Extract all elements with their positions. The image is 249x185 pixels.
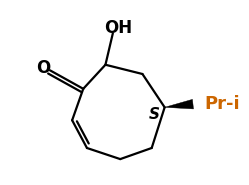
Text: O: O (36, 59, 51, 78)
Text: S: S (149, 107, 160, 122)
Text: OH: OH (104, 19, 132, 37)
Text: Pr-i: Pr-i (204, 95, 240, 113)
Polygon shape (165, 99, 193, 109)
